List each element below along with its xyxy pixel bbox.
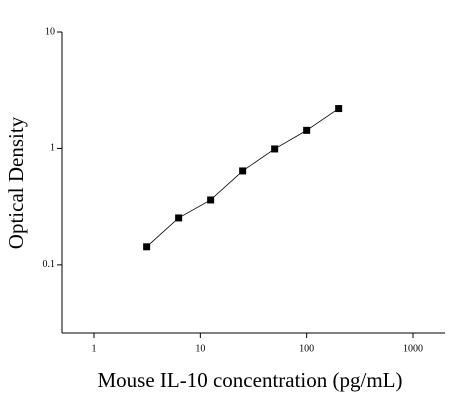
data-point: [207, 196, 215, 204]
data-point: [271, 145, 279, 153]
x-axis-title: Mouse IL-10 concentration (pg/mL): [98, 368, 403, 392]
x-tick-label: 100: [299, 343, 314, 354]
data-point: [239, 167, 247, 175]
data-point: [335, 105, 343, 113]
y-tick-label: 0.1: [43, 259, 56, 270]
y-tick-label: 10: [45, 26, 55, 37]
data-point: [303, 126, 311, 134]
data-point: [175, 214, 183, 222]
x-tick-label: 1: [92, 343, 97, 354]
data-point: [143, 243, 151, 251]
y-axis-title: Optical Density: [4, 116, 28, 249]
x-tick-label: 1000: [403, 343, 423, 354]
x-tick-label: 10: [195, 343, 205, 354]
y-tick-label: 1: [50, 143, 55, 154]
